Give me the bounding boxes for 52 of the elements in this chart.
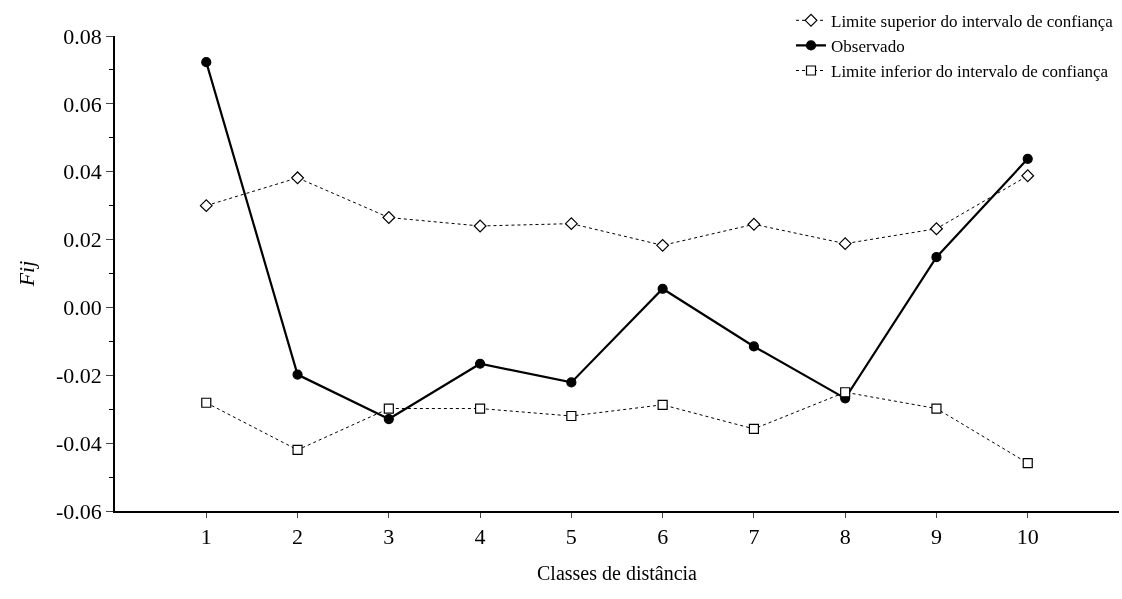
point: [292, 444, 303, 456]
point: [199, 199, 213, 213]
y-tick-label: 0.02: [63, 227, 102, 253]
point: [748, 423, 760, 434]
point: [383, 403, 394, 414]
point: [292, 369, 303, 380]
x-axis-title: Classes de distância: [537, 562, 698, 585]
point: [474, 358, 486, 369]
y-tick-label: 0.00: [63, 295, 102, 321]
y-tick-label: 0.06: [63, 91, 102, 117]
point: [1022, 458, 1033, 469]
legend-label: Limite inferior do intervalo de confiança: [831, 62, 1109, 82]
point: [382, 211, 396, 224]
point: [291, 171, 304, 185]
point: [657, 399, 668, 410]
x-tick-label: 5: [565, 524, 577, 550]
y-tick-label: -0.02: [56, 362, 102, 388]
x-tick-label: 9: [930, 524, 942, 550]
x-tick-label: 4: [474, 524, 486, 550]
point: [747, 217, 761, 231]
point: [201, 57, 212, 68]
point: [201, 397, 212, 408]
y-tick-label: -0.04: [56, 430, 102, 456]
legend-label: Limite superior do intervalo de confiança: [831, 11, 1114, 31]
x-tick-label: 3: [383, 524, 395, 550]
y-axis-title: Fij: [14, 260, 40, 288]
point: [1021, 169, 1035, 183]
x-tick-label: 7: [748, 524, 760, 550]
point: [838, 237, 852, 251]
point: [474, 403, 486, 414]
point: [930, 222, 943, 236]
point: [566, 410, 577, 422]
point: [840, 387, 851, 398]
point: [1022, 153, 1033, 164]
x-tick-label: 1: [200, 524, 212, 550]
point: [473, 219, 487, 233]
point: [564, 217, 578, 231]
point: [931, 403, 942, 414]
y-tick-label: -0.06: [56, 498, 102, 524]
x-tick-label: 10: [1016, 524, 1039, 550]
x-tick-label: 2: [292, 524, 304, 550]
point: [748, 341, 760, 352]
y-tick-label: 0.04: [63, 159, 102, 185]
point: [931, 252, 942, 263]
point: [657, 283, 668, 294]
point: [656, 238, 670, 252]
legend-label: Observado: [831, 37, 905, 57]
y-tick-label: 0.08: [63, 23, 102, 49]
x-tick-label: 6: [657, 524, 669, 550]
point: [566, 377, 577, 388]
point: [383, 413, 394, 425]
x-tick-label: 8: [839, 524, 851, 550]
